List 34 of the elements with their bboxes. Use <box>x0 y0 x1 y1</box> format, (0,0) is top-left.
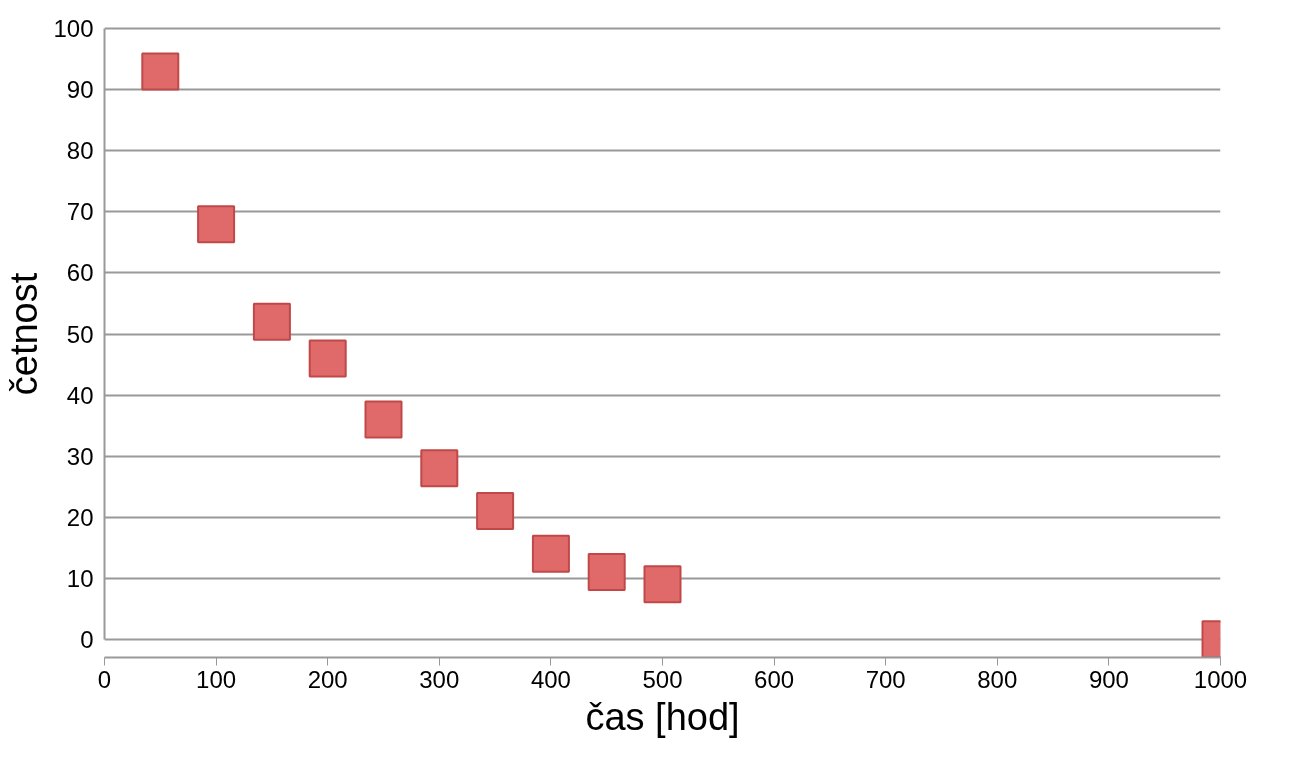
y-tick-label: 30 <box>66 442 94 470</box>
x-tick-label: 100 <box>196 665 237 693</box>
point <box>643 565 682 604</box>
point <box>197 205 236 244</box>
point <box>308 339 347 378</box>
y-tick-label: 80 <box>66 137 94 165</box>
x-tick-label: 1000 <box>1193 665 1248 693</box>
x-tick-label: 200 <box>307 665 348 693</box>
y-tick-label: 70 <box>66 198 94 226</box>
x-tick-label: 500 <box>642 665 683 693</box>
point <box>587 553 626 592</box>
y-tick-label: 100 <box>53 15 94 43</box>
y-tick-label: 90 <box>66 76 94 104</box>
y-tick-label: 0 <box>80 625 94 653</box>
y-axis-title: četnost <box>3 272 46 396</box>
x-tick-label: 300 <box>419 665 460 693</box>
x-tick-label: 600 <box>754 665 795 693</box>
x-tick-label: 700 <box>865 665 906 693</box>
x-tick-label: 400 <box>530 665 571 693</box>
x-tick-label: 0 <box>97 665 112 693</box>
x-axis-title: čas [hod] <box>585 695 740 738</box>
x-tick-label: 900 <box>1088 665 1129 693</box>
point <box>364 400 403 439</box>
y-tick-label: 10 <box>66 564 94 592</box>
y-tick-label: 40 <box>66 381 94 409</box>
point <box>420 449 459 488</box>
y-tick-label: 60 <box>66 259 94 287</box>
point <box>141 52 180 91</box>
point <box>531 534 570 573</box>
point <box>252 302 291 341</box>
point <box>476 492 515 531</box>
y-tick-label: 20 <box>66 503 94 531</box>
y-tick-label: 50 <box>66 320 94 348</box>
x-tick-label: 800 <box>977 665 1018 693</box>
